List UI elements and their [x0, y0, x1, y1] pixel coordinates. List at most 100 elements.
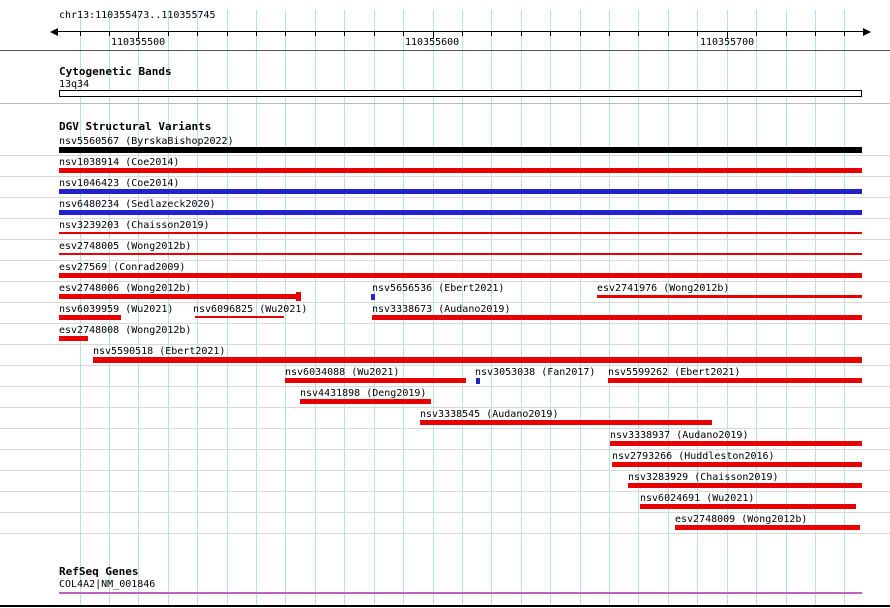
variant-label[interactable]: esv2748009 (Wong2012b) [675, 514, 808, 525]
gridline [197, 10, 199, 606]
gridline [579, 10, 581, 606]
variant-row: nsv6024691 (Wu2021) [0, 492, 890, 513]
variant-bar[interactable] [195, 316, 284, 318]
ruler-tick [138, 32, 140, 39]
variant-bar[interactable] [476, 378, 480, 384]
variant-label[interactable]: nsv5599262 (Ebert2021) [608, 367, 741, 378]
variant-label[interactable]: nsv3239203 (Chaisson2019) [59, 220, 210, 231]
ruler-tick [814, 32, 816, 36]
variant-label[interactable]: nsv5560567 (ByrskaBishop2022) [59, 136, 234, 147]
gridline [814, 10, 816, 606]
variant-bar[interactable] [59, 189, 862, 194]
ruler-coordinate: 110355700 [700, 37, 755, 48]
variant-label[interactable]: esv2748006 (Wong2012b) [59, 283, 192, 294]
gridline [756, 10, 758, 606]
variant-row: esv2748005 (Wong2012b) [0, 240, 890, 261]
variant-label[interactable]: esv2748005 (Wong2012b) [59, 241, 192, 252]
variant-label[interactable]: esv2741976 (Wong2012b) [597, 283, 730, 294]
variant-label[interactable]: nsv1038914 (Coe2014) [59, 157, 180, 168]
variant-label[interactable]: nsv5656536 (Ebert2021) [372, 283, 505, 294]
gridline [403, 10, 405, 606]
gene-label[interactable]: COL4A2|NM_001846 [59, 579, 156, 590]
gridline [256, 10, 258, 606]
variant-bar[interactable] [628, 483, 862, 488]
variant-label[interactable]: nsv3053038 (Fan2017) [475, 367, 596, 378]
region-coordinates: chr13:110355473..110355745 [59, 10, 216, 21]
gridline [520, 10, 522, 606]
ruler-tick [373, 32, 375, 36]
variant-bar[interactable] [59, 294, 296, 299]
gene-bar[interactable] [59, 592, 862, 594]
ruler-tick [667, 32, 669, 36]
gridline [461, 10, 463, 606]
variant-label[interactable]: nsv1046423 (Coe2014) [59, 178, 180, 189]
genes-track-title: RefSeq Genes [59, 565, 139, 578]
variant-label[interactable]: nsv3283929 (Chaisson2019) [628, 472, 779, 483]
variant-bar[interactable] [59, 210, 862, 215]
variant-label[interactable]: nsv3338937 (Audano2019) [610, 430, 749, 441]
variant-bar[interactable] [420, 420, 712, 425]
variant-row: nsv6034088 (Wu2021) nsv3053038 (Fan2017) n… [0, 366, 890, 387]
variant-row: esv2748006 (Wong2012b) nsv5656536 (Ebert2… [0, 282, 890, 303]
variant-row: nsv6039959 (Wu2021) nsv6096825 (Wu2021) ns… [0, 303, 890, 324]
gridline [167, 10, 169, 606]
variant-label[interactable]: nsv6096825 (Wu2021) [193, 304, 308, 315]
variant-label[interactable]: esv2748008 (Wong2012b) [59, 325, 192, 336]
ruler-coordinate: 110355600 [405, 37, 460, 48]
variant-bar[interactable] [640, 504, 856, 509]
variant-bar[interactable] [59, 168, 862, 173]
ruler-tick [344, 32, 346, 36]
variant-bar[interactable] [59, 147, 862, 153]
variant-label[interactable]: nsv2793266 (Huddleston2016) [612, 451, 775, 462]
variant-bar[interactable] [296, 292, 301, 301]
variant-row: esv27569 (Conrad2009) [0, 261, 890, 282]
variant-label[interactable]: nsv6480234 (Sedlazeck2020) [59, 199, 216, 210]
ruler-line [58, 31, 864, 32]
variant-bar[interactable] [372, 315, 862, 320]
ruler-coordinate: 110355500 [111, 37, 166, 48]
variants-track-title: DGV Structural Variants [59, 120, 212, 133]
gridline [285, 10, 287, 606]
variant-bar[interactable] [610, 441, 862, 446]
variant-bar[interactable] [608, 378, 862, 383]
variant-bar[interactable] [612, 462, 862, 467]
variant-row: nsv1038914 (Coe2014) [0, 156, 890, 177]
variant-label[interactable]: nsv5590518 (Ebert2021) [93, 346, 226, 357]
variant-bar[interactable] [59, 336, 88, 341]
variant-bar[interactable] [300, 399, 431, 404]
variant-bar[interactable] [371, 294, 375, 300]
variant-label[interactable]: nsv3338545 (Audano2019) [420, 409, 559, 420]
variant-bar[interactable] [285, 378, 466, 383]
variant-label[interactable]: nsv3338673 (Audano2019) [372, 304, 511, 315]
ruler-tick [550, 32, 552, 36]
variant-row: nsv5590518 (Ebert2021) [0, 345, 890, 366]
ruler-left-arrow-icon [50, 28, 58, 36]
ruler-tick [109, 32, 110, 36]
variant-row: nsv3338937 (Audano2019) [0, 429, 890, 450]
variant-bar[interactable] [597, 295, 862, 298]
cytoband-graphic[interactable] [59, 90, 862, 97]
variant-row: nsv3338545 (Audano2019) [0, 408, 890, 429]
variant-label[interactable]: nsv6024691 (Wu2021) [640, 493, 755, 504]
ruler-separator-line [0, 50, 890, 51]
ruler-tick [226, 32, 228, 36]
ruler-tick [785, 32, 787, 36]
cytoband-label[interactable]: 13q34 [59, 79, 90, 90]
ruler-tick [491, 32, 493, 36]
ruler-tick [461, 32, 463, 36]
ruler-tick [285, 32, 287, 36]
variant-label[interactable]: nsv6039959 (Wu2021) [59, 304, 174, 315]
variant-bar[interactable] [93, 357, 862, 363]
variant-bar[interactable] [59, 273, 862, 278]
gridline [697, 10, 699, 606]
variant-label[interactable]: nsv6034088 (Wu2021) [285, 367, 400, 378]
variant-bar[interactable] [59, 315, 121, 320]
variant-bar[interactable] [59, 253, 862, 255]
ruler-tick [197, 32, 199, 36]
ruler-tick [314, 32, 316, 36]
variant-bar[interactable] [675, 525, 860, 530]
variant-label[interactable]: nsv4431898 (Deng2019) [300, 388, 427, 399]
variant-bar[interactable] [59, 232, 862, 234]
variant-label[interactable]: esv27569 (Conrad2009) [59, 262, 186, 273]
variant-row: nsv3283929 (Chaisson2019) [0, 471, 890, 492]
